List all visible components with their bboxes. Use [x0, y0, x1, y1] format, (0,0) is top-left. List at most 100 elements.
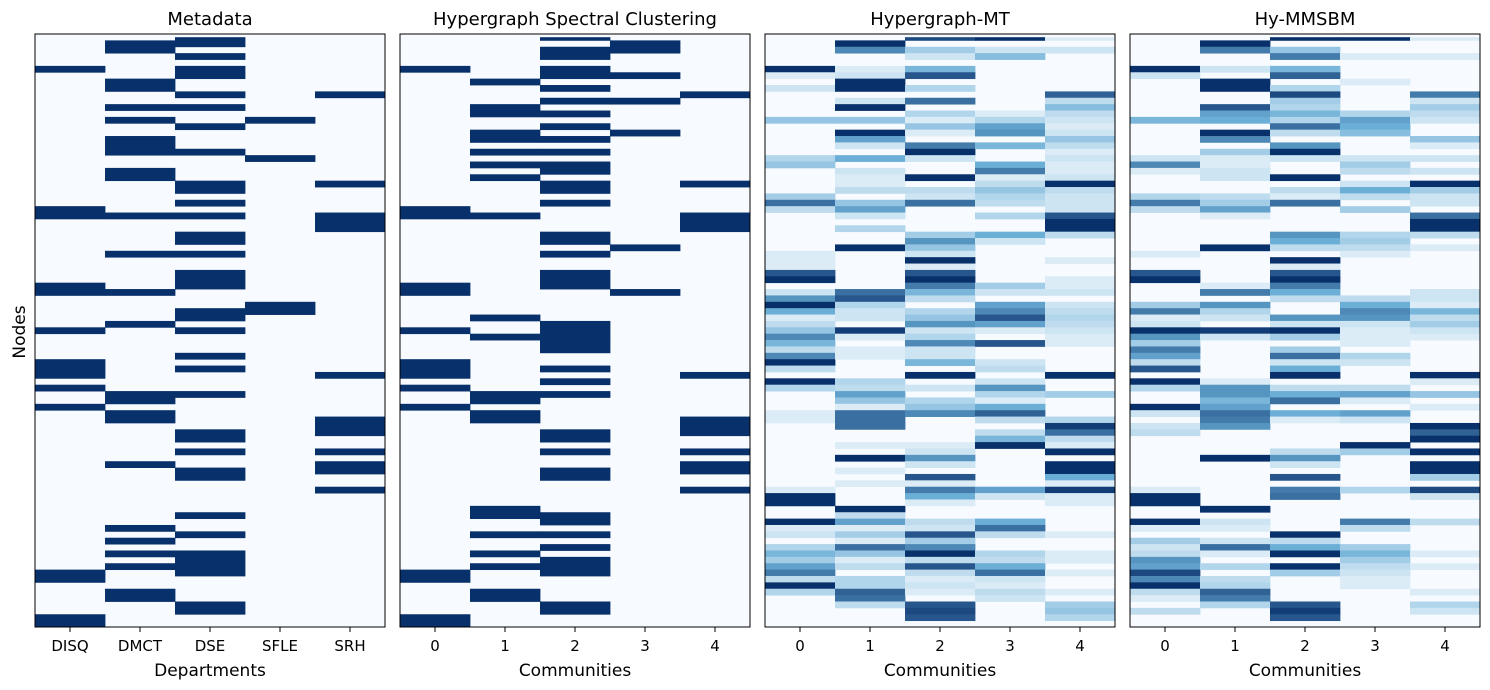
heatmap-cell: [835, 104, 906, 111]
heatmap-cell: [1045, 320, 1116, 328]
heatmap-cell: [1130, 161, 1201, 169]
heatmap-cell: [1410, 486, 1481, 494]
heatmap-cell: [175, 512, 246, 520]
heatmap-cell: [1130, 250, 1201, 258]
heatmap-cell: [975, 289, 1046, 296]
heatmap-cell: [245, 116, 316, 124]
heatmap-cell: [765, 544, 836, 551]
heatmap-cell: [1130, 320, 1201, 328]
heatmap-cell: [1045, 167, 1116, 175]
heatmap-cell: [1340, 161, 1411, 169]
heatmap-cell: [1045, 231, 1116, 239]
heatmap-cell: [1045, 289, 1116, 296]
heatmap-cell: [975, 327, 1046, 335]
heatmap-cell: [1340, 250, 1411, 258]
heatmap-cell: [1130, 607, 1201, 615]
heatmap-cell: [835, 575, 906, 583]
heatmap-cell: [470, 391, 541, 405]
heatmap-cell: [1045, 429, 1116, 437]
heatmap-cell: [975, 193, 1046, 201]
heatmap-cell: [1130, 422, 1201, 430]
heatmap-cell: [1270, 531, 1341, 539]
panel-title: Hy-MMSBM: [1255, 9, 1356, 30]
heatmap-cell: [905, 37, 976, 41]
heatmap-cell: [105, 550, 176, 558]
heatmap-cell: [35, 65, 106, 73]
heatmap-cell: [1270, 129, 1341, 137]
heatmap-cell: [975, 123, 1046, 131]
heatmap-cell: [540, 136, 611, 143]
heatmap-cell: [1340, 187, 1411, 194]
x-tick-label: 4: [1075, 637, 1085, 655]
heatmap-cell: [1045, 493, 1116, 500]
heatmap-cell: [1410, 588, 1481, 596]
heatmap-panel-1: 0 1 2 3 4 Hypergraph Spectral Clustering Commu…: [399, 9, 751, 681]
heatmap-cell: [1410, 333, 1481, 341]
heatmap-cell: [680, 486, 751, 494]
heatmap-cell: [1410, 601, 1481, 609]
heatmap-cell: [905, 397, 976, 405]
heatmap-cell: [1340, 238, 1411, 245]
heatmap-cell: [905, 607, 976, 615]
heatmap-cell: [905, 250, 976, 258]
heatmap-cell: [835, 454, 906, 462]
heatmap-cell: [540, 199, 611, 207]
heatmap-cell: [905, 550, 976, 558]
heatmap-cell: [835, 244, 906, 252]
heatmap-cell: [835, 187, 906, 194]
heatmap-cell: [1200, 537, 1271, 545]
heatmap-cell: [1200, 136, 1271, 143]
heatmap-cell: [835, 352, 906, 360]
heatmap-cell: [470, 212, 541, 220]
heatmap-cell: [680, 448, 751, 456]
heatmap-cell: [1200, 588, 1271, 596]
heatmap-cell: [1270, 295, 1341, 303]
heatmap-cell: [975, 595, 1046, 602]
heatmap-cell: [1045, 448, 1116, 456]
heatmap-cell: [540, 46, 611, 54]
heatmap-cell: [1200, 199, 1271, 207]
heatmap-cell: [1340, 78, 1411, 86]
heatmap-cell: [1340, 352, 1411, 360]
heatmap-cell: [1200, 116, 1271, 124]
heatmap-cell: [905, 320, 976, 328]
heatmap-cell: [175, 40, 246, 48]
heatmap-cell: [1270, 320, 1341, 328]
heatmap-cell: [1410, 314, 1481, 322]
heatmap-cell: [1045, 435, 1116, 443]
heatmap-cell: [175, 327, 246, 335]
heatmap-cell: [765, 333, 836, 341]
x-tick-label: DSE: [195, 637, 226, 655]
heatmap-cell: [315, 416, 386, 437]
heatmap-cell: [1045, 187, 1116, 194]
heatmap-cell: [1200, 550, 1271, 558]
heatmap-cell: [905, 340, 976, 347]
heatmap-cell: [470, 410, 541, 424]
heatmap-cell: [540, 429, 611, 443]
heatmap-cell: [105, 250, 176, 258]
heatmap-cell: [975, 46, 1046, 54]
heatmap-cell: [610, 244, 681, 252]
heatmap-cell: [1200, 416, 1271, 424]
heatmap-cell: [1200, 40, 1271, 48]
heatmap-cell: [1410, 607, 1481, 615]
x-tick-label: 0: [795, 637, 805, 655]
heatmap-cell: [835, 397, 906, 405]
heatmap-cell: [975, 397, 1046, 405]
heatmap-cell: [1270, 37, 1341, 41]
heatmap-cell: [765, 524, 836, 532]
heatmap-cell: [1130, 333, 1201, 341]
heatmap-cell: [765, 493, 836, 500]
heatmap-cell: [1410, 378, 1481, 386]
x-tick-label: 3: [640, 637, 650, 655]
heatmap-panel-0: DISQ DMCT DSE SFLE SRH Metadata Departments: [34, 9, 386, 681]
heatmap-cell: [1270, 346, 1341, 354]
heatmap-cell: [835, 518, 906, 526]
heatmap-cell: [1410, 199, 1481, 207]
heatmap-cell: [1200, 422, 1271, 430]
heatmap-cell: [315, 461, 386, 475]
heatmap-cell: [835, 531, 906, 539]
heatmap-cell: [765, 410, 836, 417]
heatmap-cell: [905, 85, 976, 92]
heatmap-cell: [1410, 518, 1481, 526]
